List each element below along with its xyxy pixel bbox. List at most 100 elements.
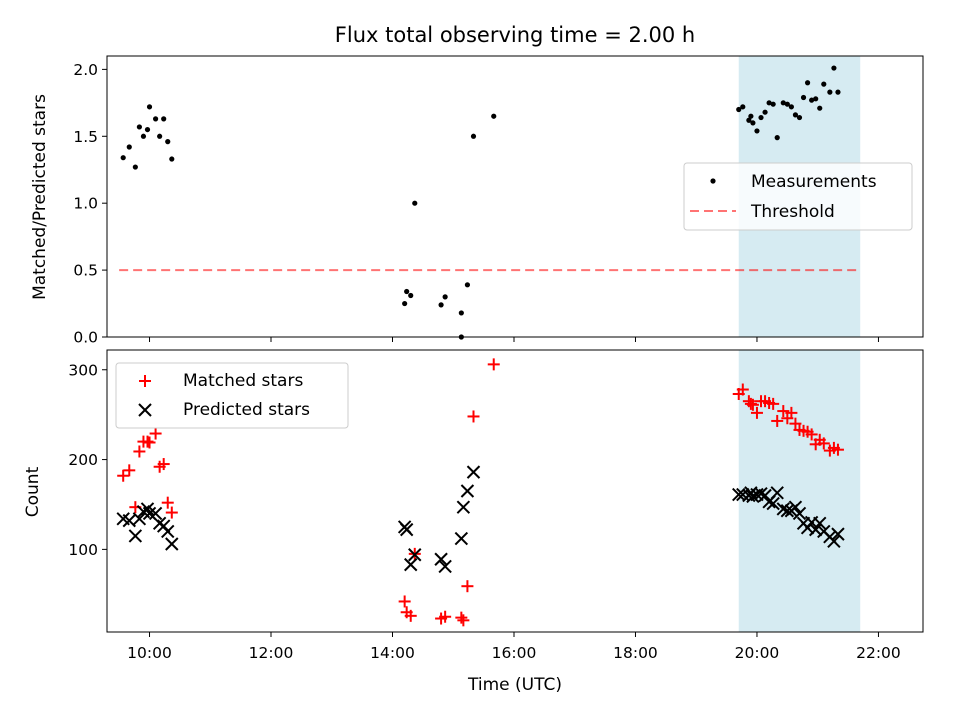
- predicted-stars-point: [792, 506, 807, 521]
- predicted-stars-point: [827, 534, 841, 549]
- count-y-axis-label: Count: [23, 466, 43, 517]
- measurement-point: [762, 109, 768, 115]
- measurement-point: [796, 114, 803, 121]
- ratio-y-tick-label: 0.5: [73, 262, 98, 280]
- matched-stars-point: [746, 398, 759, 411]
- predicted-stars-point: [161, 524, 175, 539]
- matched-stars-point: [467, 410, 480, 423]
- matched-stars-point: [161, 496, 174, 509]
- x-tick-label: 22:00: [856, 644, 901, 662]
- measurement-point: [404, 288, 410, 295]
- measurement-point: [792, 112, 799, 118]
- predicted-stars-point: [165, 537, 179, 551]
- ratio-panel: 0.00.51.01.52.0 Matched/Predicted stars …: [30, 55, 924, 347]
- x-axis-label: Time (UTC): [467, 675, 562, 695]
- measurement-point: [120, 155, 126, 161]
- predicted-stars-point: [148, 506, 163, 521]
- measurement-point: [809, 97, 815, 103]
- predicted-stars-point: [140, 502, 155, 516]
- predicted-stars-point: [132, 512, 147, 526]
- measurement-point: [831, 65, 837, 71]
- matched-stars-point: [771, 414, 784, 427]
- ratio-y-tick-label: 1.0: [73, 195, 98, 213]
- legend-predicted-marker: [138, 403, 152, 417]
- measurement-point: [132, 164, 138, 170]
- predicted-stars-point: [770, 486, 784, 500]
- measurement-point: [169, 156, 175, 162]
- predicted-stars-point: [404, 557, 418, 572]
- measurement-point: [144, 126, 151, 133]
- measurement-point: [784, 101, 790, 107]
- matched-stars-point: [805, 428, 818, 441]
- matched-stars-point: [789, 417, 802, 430]
- measurement-point: [800, 94, 807, 101]
- predicted-stars-point: [808, 522, 823, 537]
- ratio-y-tick-label: 0.0: [73, 329, 98, 347]
- measurement-point: [470, 133, 477, 139]
- predicted-stars-point: [438, 559, 452, 574]
- matched-stars-point: [157, 458, 170, 471]
- ratio-legend-box: [683, 162, 913, 231]
- legend-threshold-label: Threshold: [750, 202, 835, 222]
- x-tick-label: 12:00: [249, 644, 294, 662]
- measurement-point: [165, 139, 171, 145]
- predicted-stars-point: [454, 531, 469, 546]
- predicted-stars-point: [434, 552, 448, 566]
- measurement-point: [402, 300, 408, 307]
- ratio-axes-frame: [106, 55, 924, 338]
- measurement-point: [835, 89, 841, 95]
- ratio-y-tick-label: 1.5: [73, 128, 98, 146]
- measurement-point: [774, 135, 780, 141]
- predicted-stars-point: [456, 500, 471, 514]
- x-tick-label: 14:00: [370, 644, 415, 662]
- matched-stars-point: [165, 506, 178, 519]
- predicted-stars-point: [780, 504, 795, 518]
- legend-matched-marker: [139, 375, 151, 387]
- matched-stars-point: [117, 469, 130, 482]
- measurement-point: [126, 144, 132, 150]
- count-legend: Matched stars Predicted stars: [115, 362, 349, 429]
- legend-measurements-marker: [710, 178, 716, 184]
- predicted-stars-point: [766, 496, 780, 511]
- predicted-stars-point: [408, 548, 422, 562]
- matched-stars-point: [487, 358, 500, 371]
- matched-stars-point: [143, 436, 156, 449]
- legend-predicted-label: Predicted stars: [183, 400, 310, 420]
- measurement-point: [766, 100, 772, 106]
- matched-stars-point: [133, 445, 146, 458]
- ratio-legend: Measurements Threshold: [683, 162, 913, 231]
- matched-stars-point: [398, 595, 411, 608]
- x-tick-label: 18:00: [613, 644, 658, 662]
- predicted-stars-point: [460, 484, 475, 498]
- predicted-stars-point: [466, 465, 481, 479]
- matched-stars-point: [777, 405, 790, 418]
- matched-stars-point: [457, 614, 470, 627]
- measurement-point: [146, 104, 153, 110]
- count-panel: 100 200 300 10:00 12:00 14:00 16:00 18:00 20:00…: [23, 349, 924, 695]
- count-y-tick-label: 100: [68, 541, 98, 559]
- matched-stars-point: [123, 464, 136, 477]
- measurement-point: [136, 124, 142, 130]
- x-tick-label: 16:00: [492, 644, 537, 662]
- matched-stars-point: [149, 427, 162, 440]
- measurement-point: [152, 116, 159, 122]
- measurement-point: [161, 116, 167, 122]
- matched-stars-point: [736, 383, 749, 396]
- predicted-stars-point: [776, 502, 790, 516]
- measurement-point: [464, 282, 471, 288]
- measurement-point: [827, 89, 833, 95]
- matched-stars-point: [767, 397, 780, 410]
- measurement-point: [813, 96, 819, 102]
- measurement-point: [821, 81, 827, 87]
- measurement-point: [736, 106, 742, 113]
- measurement-point: [804, 80, 811, 86]
- measurement-point: [412, 200, 418, 206]
- matched-stars-point: [439, 610, 452, 623]
- measurement-point: [491, 113, 497, 119]
- matched-stars-point: [455, 611, 468, 624]
- matched-stars-point: [404, 609, 417, 622]
- measurement-point: [740, 104, 746, 110]
- ratio-y-axis-label: Matched/Predicted stars: [30, 94, 50, 300]
- predicted-stars-point: [813, 516, 827, 531]
- measurement-point: [780, 100, 786, 106]
